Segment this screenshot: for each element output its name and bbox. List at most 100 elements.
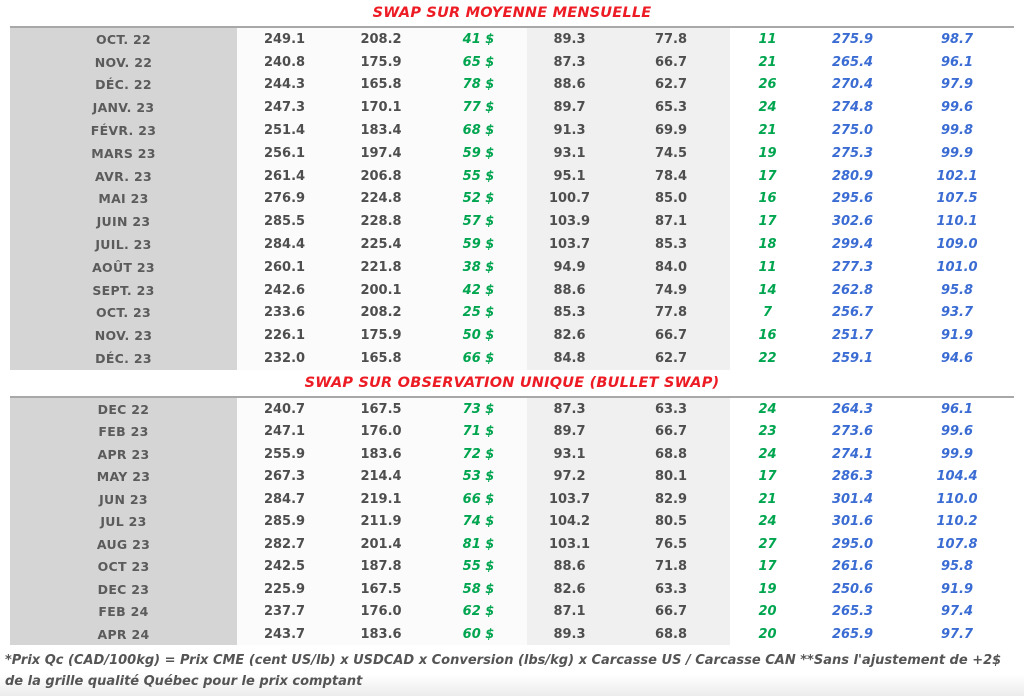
value-cell: 74 $ bbox=[430, 510, 527, 533]
value-cell: 110.2 bbox=[936, 514, 978, 530]
value-cell: 249.1 bbox=[237, 28, 332, 51]
month-cell: FEB 24 bbox=[10, 600, 237, 623]
value-cell: 76.5 bbox=[612, 532, 730, 556]
value-cell: 97.2 bbox=[527, 465, 612, 488]
value-cell: 219.1 bbox=[332, 487, 430, 511]
value-cell: 183.6 bbox=[332, 622, 430, 646]
value-cell: 17 bbox=[758, 168, 777, 184]
value-cell: 19 bbox=[758, 145, 777, 161]
value-cell: 25 $ bbox=[430, 301, 527, 325]
value-cell: 224.8 bbox=[332, 187, 430, 211]
value-cell: 63.3 bbox=[612, 577, 730, 601]
value-cell: 103.7 bbox=[527, 233, 612, 256]
table-row: AOÛT 23 260.1 221.8 38 $94.9 84.0 11 277.3 101.… bbox=[10, 255, 1014, 279]
value-cell: 97.9 bbox=[940, 77, 974, 93]
month-cell: DÉC. 22 bbox=[10, 73, 237, 97]
value-cell: 99.6 bbox=[940, 424, 974, 440]
value-cell: 221.8 bbox=[332, 255, 430, 279]
month-cell: AUG 23 bbox=[10, 532, 237, 556]
value-cell: 93.1 bbox=[527, 141, 612, 165]
value-cell: 183.6 bbox=[332, 442, 430, 466]
value-cell: 284.4 bbox=[237, 233, 332, 256]
value-cell: 62 $ bbox=[430, 600, 527, 623]
value-cell: 99.9 bbox=[940, 145, 974, 161]
value-cell: 81 $ bbox=[430, 532, 527, 556]
month-cell: APR 23 bbox=[10, 442, 237, 466]
value-cell: 285.5 bbox=[237, 210, 332, 234]
value-cell: 242.5 bbox=[237, 555, 332, 578]
month-cell: OCT. 23 bbox=[10, 301, 237, 325]
value-cell: 80.1 bbox=[612, 465, 730, 488]
value-cell: 265.4 bbox=[831, 54, 874, 70]
value-cell: 299.4 bbox=[831, 237, 874, 253]
value-cell: 273.6 bbox=[831, 424, 874, 440]
value-cell: 89.7 bbox=[527, 420, 612, 443]
value-cell: 84.8 bbox=[527, 347, 612, 370]
table-row: AUG 23 282.7 201.4 81 $103.1 76.5 27 295.0 107.… bbox=[10, 532, 1014, 556]
value-cell: 23 bbox=[758, 424, 777, 440]
value-cell: 165.8 bbox=[332, 73, 430, 97]
value-cell: 187.8 bbox=[332, 555, 430, 578]
value-cell: 93.7 bbox=[940, 305, 974, 321]
value-cell: 19 bbox=[758, 581, 777, 597]
value-cell: 27 bbox=[758, 536, 777, 552]
value-cell: 89.3 bbox=[527, 622, 612, 646]
value-cell: 63.3 bbox=[612, 397, 730, 421]
value-cell: 270.4 bbox=[831, 77, 874, 93]
value-cell: 211.9 bbox=[332, 510, 430, 533]
value-cell: 107.8 bbox=[936, 536, 978, 552]
value-cell: 87.3 bbox=[527, 50, 612, 74]
value-cell: 295.0 bbox=[831, 536, 874, 552]
value-cell: 11 bbox=[758, 31, 777, 47]
value-cell: 22 bbox=[758, 351, 777, 367]
value-cell: 84.0 bbox=[612, 255, 730, 279]
month-cell: MARS 23 bbox=[10, 141, 237, 165]
value-cell: 107.5 bbox=[936, 191, 978, 207]
value-cell: 71 $ bbox=[430, 420, 527, 443]
value-cell: 242.6 bbox=[237, 278, 332, 302]
value-cell: 74.5 bbox=[612, 141, 730, 165]
value-cell: 265.9 bbox=[831, 626, 874, 642]
value-cell: 95.8 bbox=[940, 559, 974, 575]
value-cell: 274.1 bbox=[831, 446, 874, 462]
value-cell: 200.1 bbox=[332, 278, 430, 302]
value-cell: 214.4 bbox=[332, 465, 430, 488]
value-cell: 82.9 bbox=[612, 487, 730, 511]
month-cell: OCT 23 bbox=[10, 555, 237, 578]
value-cell: 243.7 bbox=[237, 622, 332, 646]
month-cell: FÉVR. 23 bbox=[10, 119, 237, 142]
value-cell: 255.9 bbox=[237, 442, 332, 466]
month-cell: JUIN 23 bbox=[10, 210, 237, 234]
value-cell: 103.9 bbox=[527, 210, 612, 234]
value-cell: 24 bbox=[758, 100, 777, 116]
month-cell: OCT. 22 bbox=[10, 28, 237, 51]
value-cell: 206.8 bbox=[332, 164, 430, 188]
value-cell: 78 $ bbox=[430, 73, 527, 97]
value-cell: 250.6 bbox=[831, 581, 874, 597]
value-cell: 275.0 bbox=[831, 123, 874, 139]
value-cell: 87.1 bbox=[527, 600, 612, 623]
value-cell: 237.7 bbox=[237, 600, 332, 623]
value-cell: 91.9 bbox=[940, 328, 974, 344]
value-cell: 98.7 bbox=[940, 31, 974, 47]
value-cell: 208.2 bbox=[332, 301, 430, 325]
bullet-swap-table: DEC 22 240.7 167.5 73 $87.3 63.3 24 264.3 96.1 F… bbox=[10, 395, 1014, 646]
value-cell: 99.8 bbox=[940, 123, 974, 139]
value-cell: 42 $ bbox=[430, 278, 527, 302]
value-cell: 78.4 bbox=[612, 164, 730, 188]
value-cell: 275.3 bbox=[831, 145, 874, 161]
month-cell: DEC 22 bbox=[10, 397, 237, 421]
value-cell: 165.8 bbox=[332, 347, 430, 370]
value-cell: 69.9 bbox=[612, 119, 730, 142]
value-cell: 93.1 bbox=[527, 442, 612, 466]
table-row: DÉC. 22 244.3 165.8 78 $88.6 62.7 26 270.4 97.9 bbox=[10, 73, 1014, 97]
value-cell: 85.3 bbox=[527, 301, 612, 325]
month-cell: JUIL. 23 bbox=[10, 233, 237, 256]
value-cell: 274.8 bbox=[831, 100, 874, 116]
value-cell: 233.6 bbox=[237, 301, 332, 325]
value-cell: 14 bbox=[758, 282, 777, 298]
value-cell: 280.9 bbox=[831, 168, 874, 184]
value-cell: 247.1 bbox=[237, 420, 332, 443]
table-title-monthly-average-swap: SWAP SUR MOYENNE MENSUELLE bbox=[372, 5, 652, 21]
